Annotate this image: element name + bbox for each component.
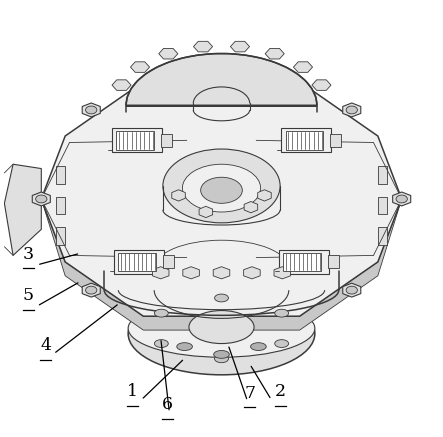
Ellipse shape (214, 355, 229, 363)
Bar (286, 131, 323, 150)
Polygon shape (274, 267, 291, 279)
Ellipse shape (183, 164, 260, 212)
Text: 3: 3 (23, 246, 34, 263)
Ellipse shape (396, 195, 408, 203)
Text: 6: 6 (162, 396, 173, 413)
Ellipse shape (214, 294, 229, 302)
Ellipse shape (251, 343, 266, 350)
Polygon shape (392, 192, 411, 206)
Text: 4: 4 (40, 337, 51, 354)
Bar (330, 134, 341, 147)
Text: 7: 7 (244, 385, 255, 402)
Text: 1: 1 (127, 383, 138, 400)
Polygon shape (194, 42, 213, 52)
Polygon shape (258, 190, 271, 201)
Ellipse shape (177, 343, 192, 350)
Bar (116, 131, 154, 150)
Bar (284, 253, 321, 271)
Polygon shape (82, 103, 100, 117)
Text: 2: 2 (275, 383, 286, 400)
Bar (279, 250, 329, 274)
Polygon shape (378, 197, 386, 214)
Polygon shape (265, 49, 284, 59)
Polygon shape (4, 164, 41, 255)
Ellipse shape (346, 286, 358, 294)
Bar (112, 128, 162, 152)
Polygon shape (159, 49, 178, 59)
Bar (161, 134, 172, 147)
Ellipse shape (214, 350, 229, 358)
Ellipse shape (35, 195, 47, 203)
Ellipse shape (275, 340, 289, 347)
Polygon shape (57, 197, 65, 214)
Polygon shape (199, 206, 213, 218)
Polygon shape (378, 166, 386, 184)
Polygon shape (82, 283, 100, 297)
Ellipse shape (201, 177, 242, 203)
Polygon shape (172, 190, 185, 201)
Polygon shape (57, 227, 65, 245)
Polygon shape (378, 227, 386, 245)
Polygon shape (57, 166, 65, 184)
Polygon shape (213, 267, 230, 279)
Bar (281, 128, 331, 152)
Polygon shape (32, 192, 51, 206)
Polygon shape (230, 42, 249, 52)
Polygon shape (244, 201, 258, 213)
Polygon shape (41, 82, 402, 316)
Polygon shape (126, 54, 317, 106)
Polygon shape (41, 199, 402, 330)
Ellipse shape (128, 299, 315, 357)
Polygon shape (343, 283, 361, 297)
Ellipse shape (128, 292, 315, 375)
Bar (114, 250, 164, 274)
Polygon shape (312, 80, 331, 90)
Ellipse shape (154, 309, 168, 317)
Ellipse shape (85, 286, 97, 294)
Bar (328, 255, 339, 268)
Polygon shape (130, 62, 150, 73)
Bar (163, 255, 174, 268)
Bar (118, 253, 156, 271)
Ellipse shape (163, 149, 280, 223)
Text: 5: 5 (23, 287, 34, 304)
Polygon shape (152, 267, 169, 279)
Polygon shape (183, 267, 199, 279)
Ellipse shape (275, 309, 289, 317)
Ellipse shape (189, 311, 254, 343)
Polygon shape (244, 267, 260, 279)
Ellipse shape (85, 106, 97, 114)
Polygon shape (343, 103, 361, 117)
Ellipse shape (154, 340, 168, 347)
Polygon shape (112, 80, 131, 90)
Polygon shape (293, 62, 313, 73)
Ellipse shape (346, 106, 358, 114)
